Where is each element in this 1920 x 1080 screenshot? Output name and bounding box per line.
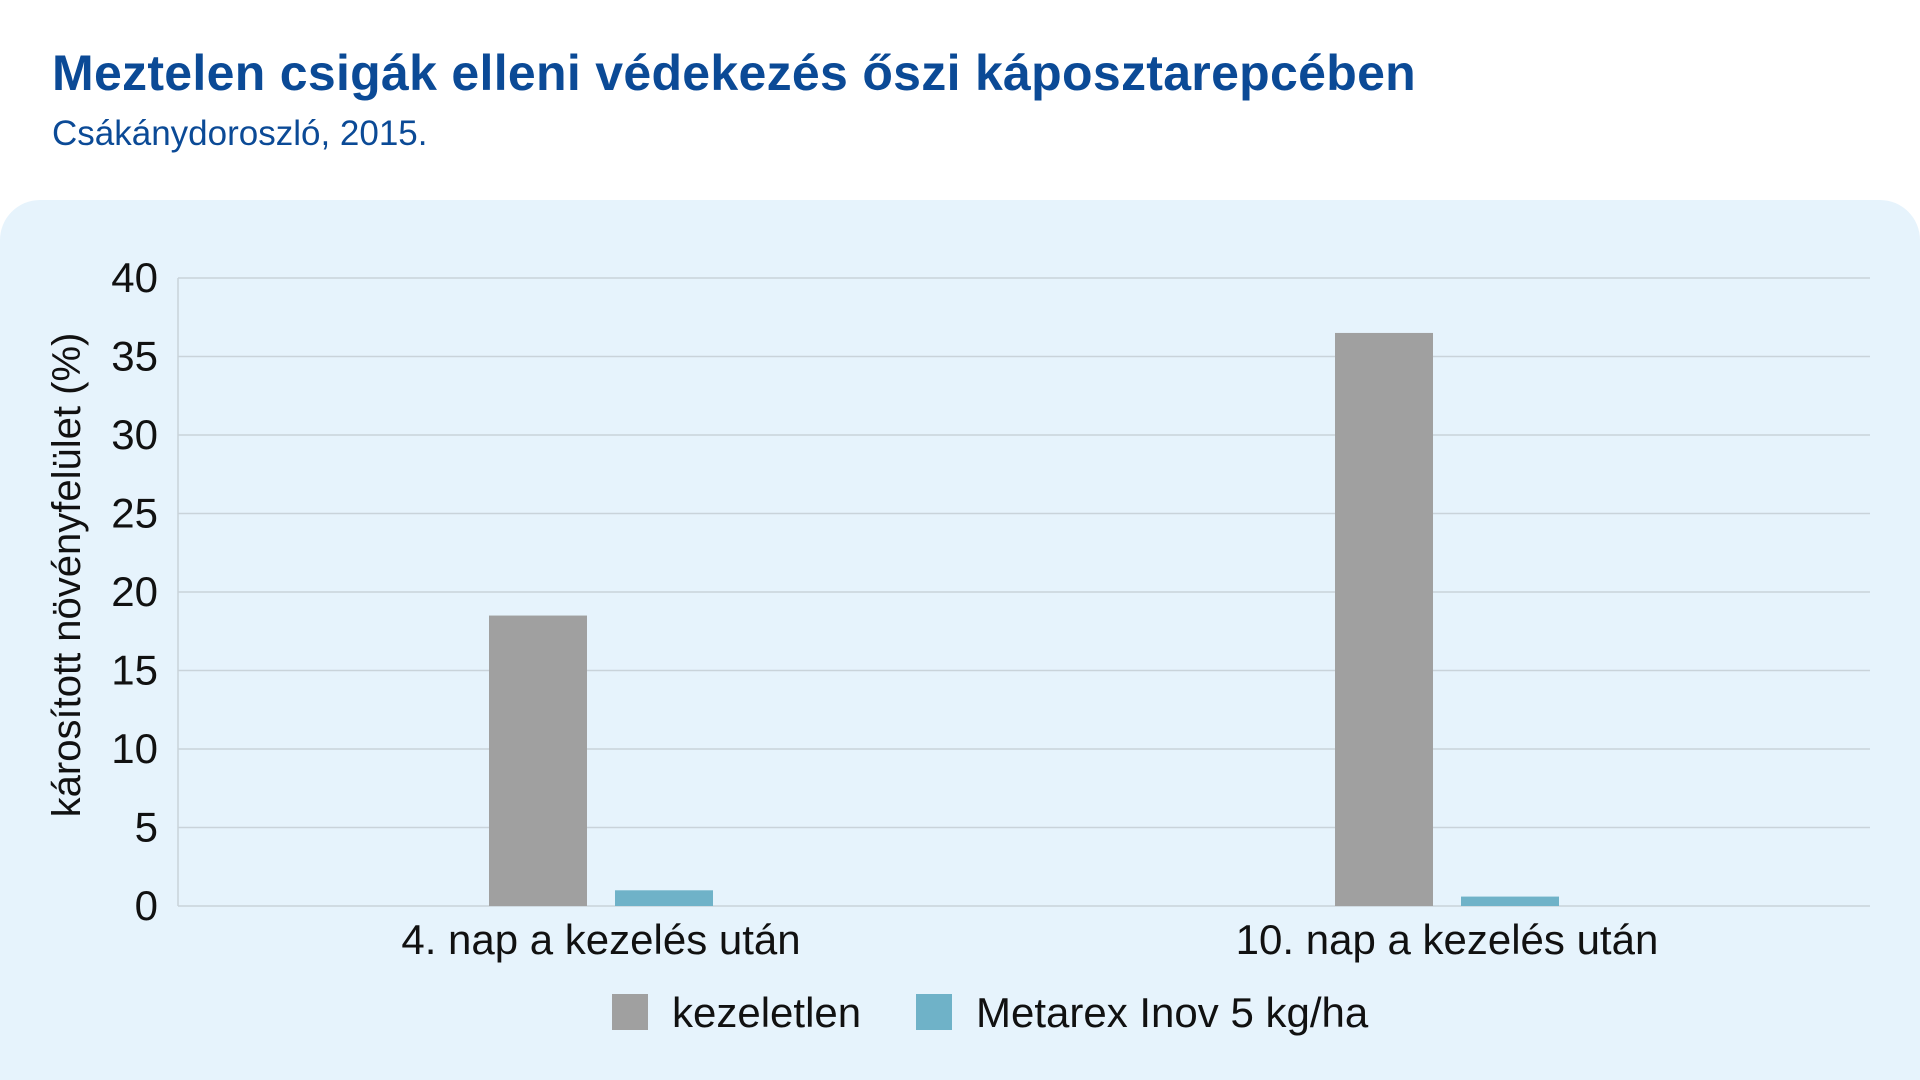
legend-swatch-treated bbox=[916, 994, 952, 1030]
x-category-label-1: 10. nap a kezelés után bbox=[1236, 916, 1659, 963]
y-tick-label-15: 15 bbox=[111, 647, 158, 694]
legend-label-untreated: kezeletlen bbox=[672, 989, 861, 1036]
legend-swatch-untreated bbox=[612, 994, 648, 1030]
y-tick-label-25: 25 bbox=[111, 490, 158, 537]
chart-subtitle: Csákánydoroszló, 2015. bbox=[52, 114, 428, 153]
bar-untreated-1 bbox=[1335, 332, 1433, 906]
bar-untreated-0 bbox=[489, 615, 587, 906]
bar-treated-1 bbox=[1461, 896, 1559, 906]
x-category-label-0: 4. nap a kezelés után bbox=[401, 916, 800, 963]
bar-treated-0 bbox=[615, 890, 713, 906]
chart-panel bbox=[0, 200, 1920, 1080]
chart-title: Meztelen csigák elleni védekezés őszi ká… bbox=[52, 45, 1417, 101]
legend-label-treated: Metarex Inov 5 kg/ha bbox=[976, 989, 1369, 1036]
y-tick-label-35: 35 bbox=[111, 333, 158, 380]
y-tick-label-5: 5 bbox=[135, 804, 158, 851]
y-tick-label-20: 20 bbox=[111, 568, 158, 615]
y-tick-label-10: 10 bbox=[111, 725, 158, 772]
y-tick-label-40: 40 bbox=[111, 254, 158, 301]
y-axis-title: károsított növényfelület (%) bbox=[45, 333, 89, 818]
y-tick-label-30: 30 bbox=[111, 411, 158, 458]
y-tick-label-0: 0 bbox=[135, 882, 158, 929]
